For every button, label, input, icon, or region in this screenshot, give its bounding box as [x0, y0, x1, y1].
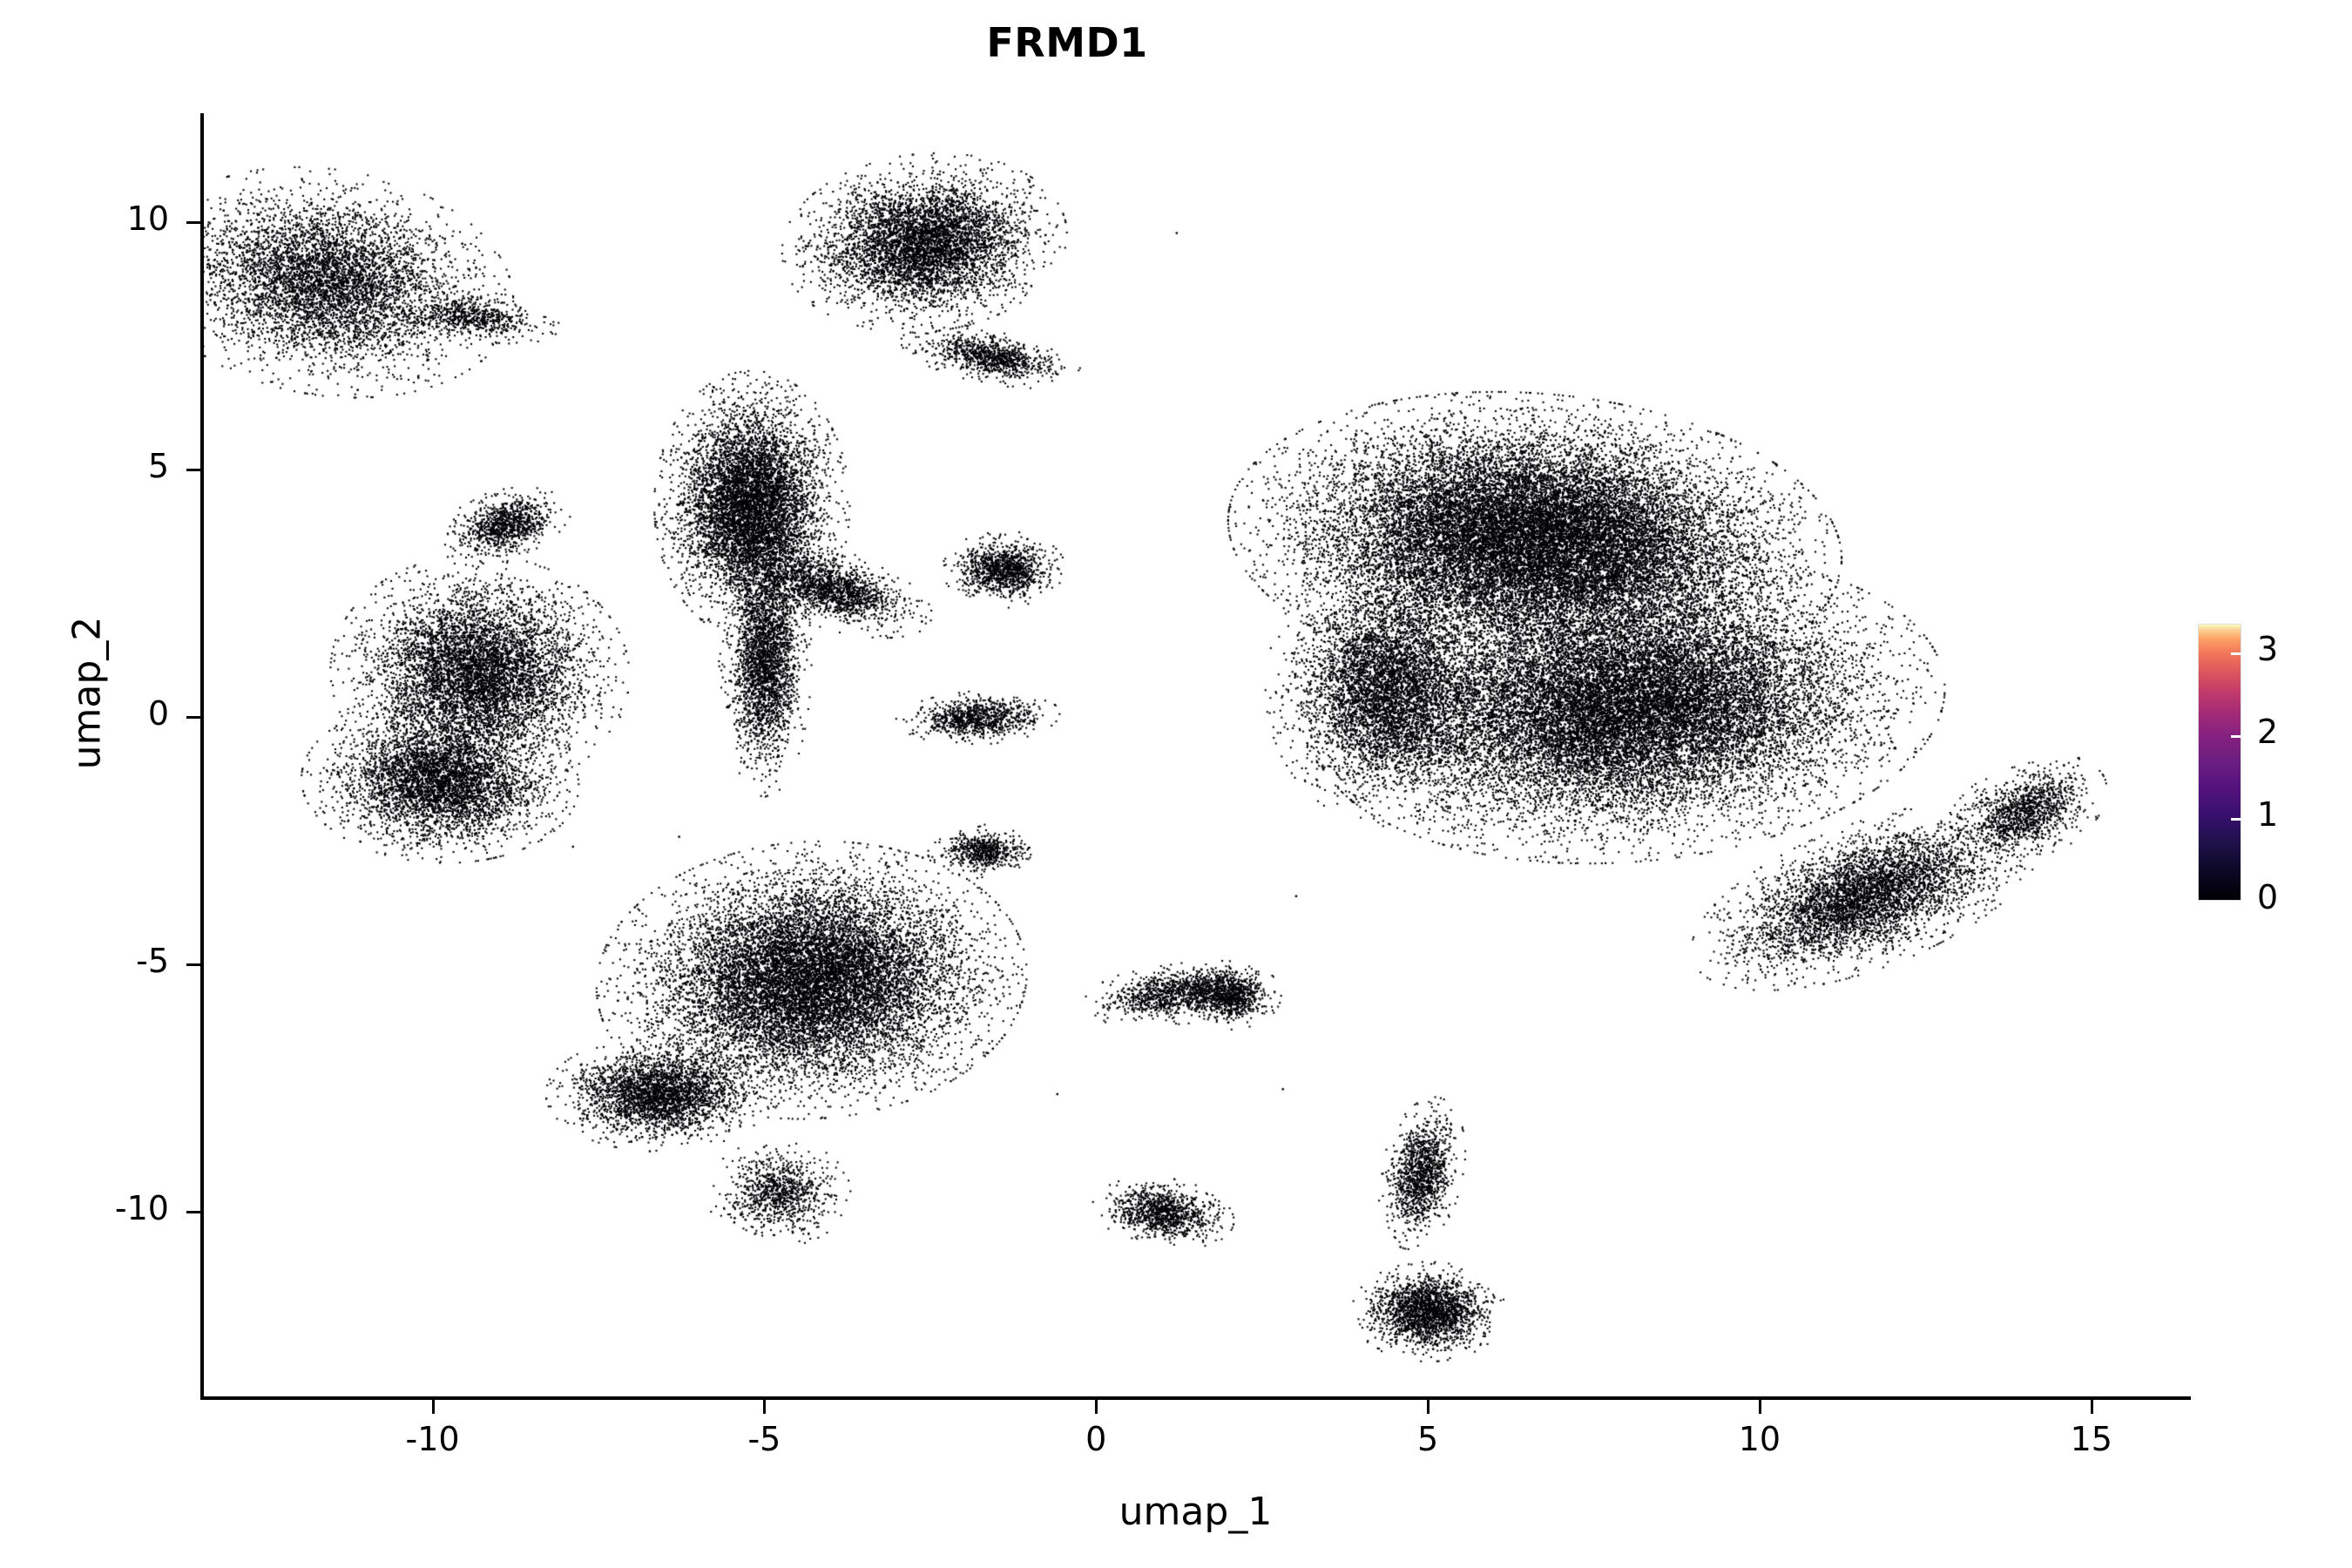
colorbar-tick-mark	[2231, 735, 2243, 739]
page-title: FRMD1	[986, 19, 1148, 66]
x-tick-mark	[763, 1400, 767, 1414]
y-tick-label: 10	[126, 199, 169, 238]
y-axis-spine	[200, 113, 204, 1400]
x-tick-label: -5	[747, 1420, 781, 1458]
y-tick-mark	[186, 716, 200, 720]
y-tick-label: 5	[147, 447, 169, 485]
y-tick-mark	[186, 220, 200, 224]
x-tick-label: 15	[2070, 1420, 2112, 1458]
x-tick-mark	[2090, 1400, 2093, 1414]
scatter-points-canvas	[200, 113, 2191, 1400]
x-tick-mark	[431, 1400, 435, 1414]
y-tick-label: 0	[147, 694, 169, 733]
x-axis-label: umap_1	[1119, 1490, 1273, 1534]
x-tick-mark	[1758, 1400, 1761, 1414]
x-tick-mark	[1095, 1400, 1098, 1414]
colorbar-tick-label: 2	[2257, 713, 2279, 752]
y-tick-mark	[186, 469, 200, 471]
y-tick-mark	[186, 963, 200, 967]
x-tick-mark	[1427, 1400, 1430, 1414]
y-tick-label: -10	[114, 1189, 169, 1228]
x-tick-label: 5	[1416, 1420, 1439, 1458]
colorbar-tick-mark	[2231, 652, 2243, 656]
colorbar: 0 1 2 3	[2198, 624, 2278, 916]
colorbar-tick-label: 1	[2257, 795, 2279, 835]
colorbar-tick-mark	[2231, 818, 2243, 821]
y-tick-label: -5	[136, 942, 169, 981]
colorbar-tick-label: 3	[2257, 630, 2279, 669]
x-tick-label: 0	[1085, 1420, 1107, 1458]
y-axis-label: umap_2	[64, 616, 110, 770]
y-tick-mark	[186, 1211, 200, 1214]
x-tick-label: 10	[1738, 1420, 1781, 1458]
plot-axes: -10 -5 0 5 10 15 10 5 0 -5 -10 umap_1 umap_2	[65, 113, 2191, 1534]
x-tick-label: -10	[405, 1420, 460, 1458]
colorbar-tick-label: 0	[2257, 878, 2279, 916]
x-axis-spine	[200, 1396, 2191, 1400]
colorbar-gradient	[2198, 624, 2241, 901]
